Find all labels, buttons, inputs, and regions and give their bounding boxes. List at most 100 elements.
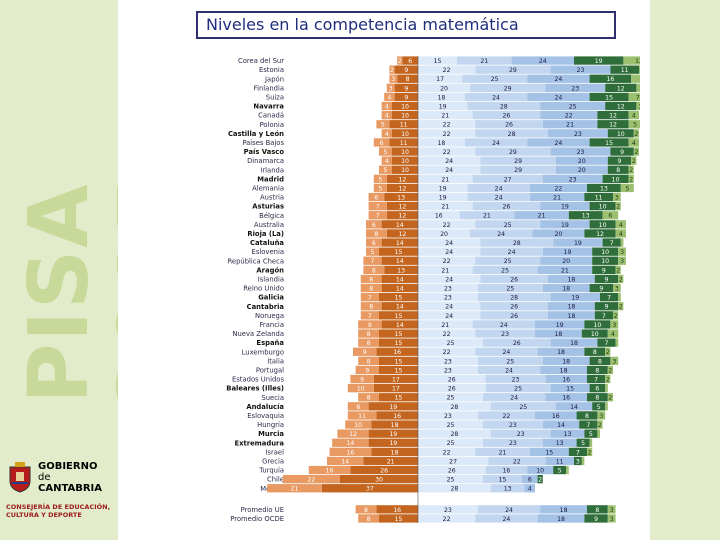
- bar-segment-level6: [628, 138, 639, 147]
- bar-segment-level4: [527, 138, 590, 147]
- bar-segment-level4: [550, 293, 600, 302]
- bar-segment-level5: [594, 311, 613, 320]
- bar-segment-below1: [373, 138, 390, 147]
- data-label: 3: [615, 286, 619, 293]
- table-row: Madrid 12 5 21 27 23 10 2: [257, 174, 634, 183]
- bar-segment-below1: [347, 402, 369, 411]
- table-row: Dinamarca 10 4 24 29 20 9 2: [247, 156, 637, 165]
- bar-segment-level5: [589, 92, 629, 102]
- bar-segment-level1: [381, 220, 418, 229]
- bar-segment-level1: [392, 101, 418, 111]
- data-label: 29: [509, 149, 517, 156]
- data-label: 3: [610, 516, 614, 523]
- category-label: Castilla y León: [228, 130, 284, 138]
- bar-segment-level2: [418, 220, 476, 229]
- bar-segment-level6: [605, 402, 608, 411]
- data-label: 5: [381, 122, 385, 129]
- bar-segment-level4: [529, 447, 569, 456]
- data-label: 21: [480, 58, 488, 65]
- category-label: Italia: [267, 357, 284, 365]
- bar-segment-level2: [418, 320, 473, 329]
- bar-segment-level2: [418, 438, 483, 447]
- bar-segment-level3: [480, 311, 548, 320]
- data-label: 8: [595, 507, 599, 514]
- data-label: 10: [593, 322, 601, 329]
- bar-segment-below1: [355, 505, 377, 514]
- bar-segment-below1: [332, 438, 369, 447]
- bar-segment-level2: [418, 174, 473, 183]
- data-label: 8: [598, 358, 602, 365]
- bar-segment-level4: [522, 475, 538, 484]
- data-label: 20: [440, 85, 448, 92]
- bar-segment-level2: [418, 293, 478, 302]
- data-label: 21: [553, 195, 561, 202]
- bar-segment-level3: [464, 138, 528, 147]
- data-label: 23: [574, 131, 582, 138]
- bar-segment-level6: [605, 384, 608, 393]
- bar-segment-level3: [472, 320, 535, 329]
- data-label: 8: [372, 267, 376, 274]
- bar-segment-below1: [379, 147, 392, 156]
- data-label: 25: [491, 76, 499, 83]
- bar-segment-level3: [467, 101, 541, 111]
- bar-segment-level6: [620, 238, 624, 247]
- data-label: 22: [502, 413, 510, 420]
- bar-segment-level6: [618, 256, 626, 265]
- table-row: Promedio OCDE 15 8 22 24 18 9 3: [230, 514, 616, 523]
- data-label: 7: [636, 94, 640, 101]
- bar-segment-below1: [381, 156, 392, 165]
- category-label: Estonia: [259, 66, 284, 74]
- table-row: Aragón 13 8 21 25 21 9 2: [256, 265, 621, 274]
- bar-segment-level4: [553, 238, 603, 247]
- data-label: 21: [441, 267, 449, 274]
- data-label: 5: [581, 440, 585, 447]
- table-row: España 15 8 25 26 18 7: [256, 338, 619, 347]
- data-label: 16: [393, 413, 401, 420]
- bar-segment-level4: [537, 514, 585, 523]
- data-label: 26: [448, 386, 456, 393]
- bar-segment-level4: [542, 120, 598, 129]
- bar-segment-level1: [321, 484, 418, 493]
- data-label: 15: [395, 331, 403, 338]
- bar-segment-level4: [540, 256, 593, 265]
- bar-segment-level6: [581, 456, 585, 466]
- bar-segment-level2: [418, 92, 465, 102]
- data-label: 8: [374, 231, 378, 238]
- bar-segment-level6: [615, 338, 619, 347]
- data-label: 23: [509, 440, 517, 447]
- bar-segment-level2: [418, 202, 473, 211]
- bar-segment-below1: [360, 311, 379, 320]
- data-label: 24: [492, 94, 500, 101]
- data-label: 2: [608, 395, 612, 402]
- bar-segment-below1: [337, 429, 369, 438]
- bar-segment-level1: [368, 402, 418, 411]
- data-label: 12: [617, 85, 625, 92]
- bar-segment-level2: [418, 429, 491, 438]
- bar-segment-level5: [589, 138, 629, 147]
- bar-segment-level2: [418, 514, 476, 523]
- category-label: Navarra: [253, 103, 284, 111]
- bar-segment-below1: [373, 174, 387, 183]
- data-label: 18: [567, 313, 575, 320]
- data-label: 14: [341, 458, 349, 465]
- bar-segment-level3: [483, 475, 522, 484]
- table-row: Israel 18 16 22 21 15 7 2: [265, 447, 593, 456]
- data-label: 12: [609, 113, 617, 120]
- bar-segment-level6: [620, 183, 634, 193]
- bar-segment-level2: [418, 347, 476, 356]
- data-label: 3: [610, 507, 614, 514]
- bar-segment-level2: [418, 465, 486, 475]
- table-row: Bélgica 12 7 16 21 21 13 6: [259, 211, 619, 220]
- data-label: 22: [443, 131, 451, 138]
- data-label: 2: [629, 176, 633, 183]
- data-label: 2: [616, 204, 620, 211]
- bar-segment-level5: [587, 374, 606, 384]
- data-label: 15: [395, 295, 403, 302]
- table-row: Austria 13 6 19 24 21 11 3: [260, 192, 621, 202]
- bar-segment-level4: [511, 56, 574, 65]
- data-label: 24: [497, 231, 505, 238]
- category-label: Grecia: [262, 458, 284, 466]
- data-label: 13: [397, 195, 405, 202]
- table-row: Estonia92222923114: [259, 65, 640, 74]
- data-label: 14: [396, 258, 404, 265]
